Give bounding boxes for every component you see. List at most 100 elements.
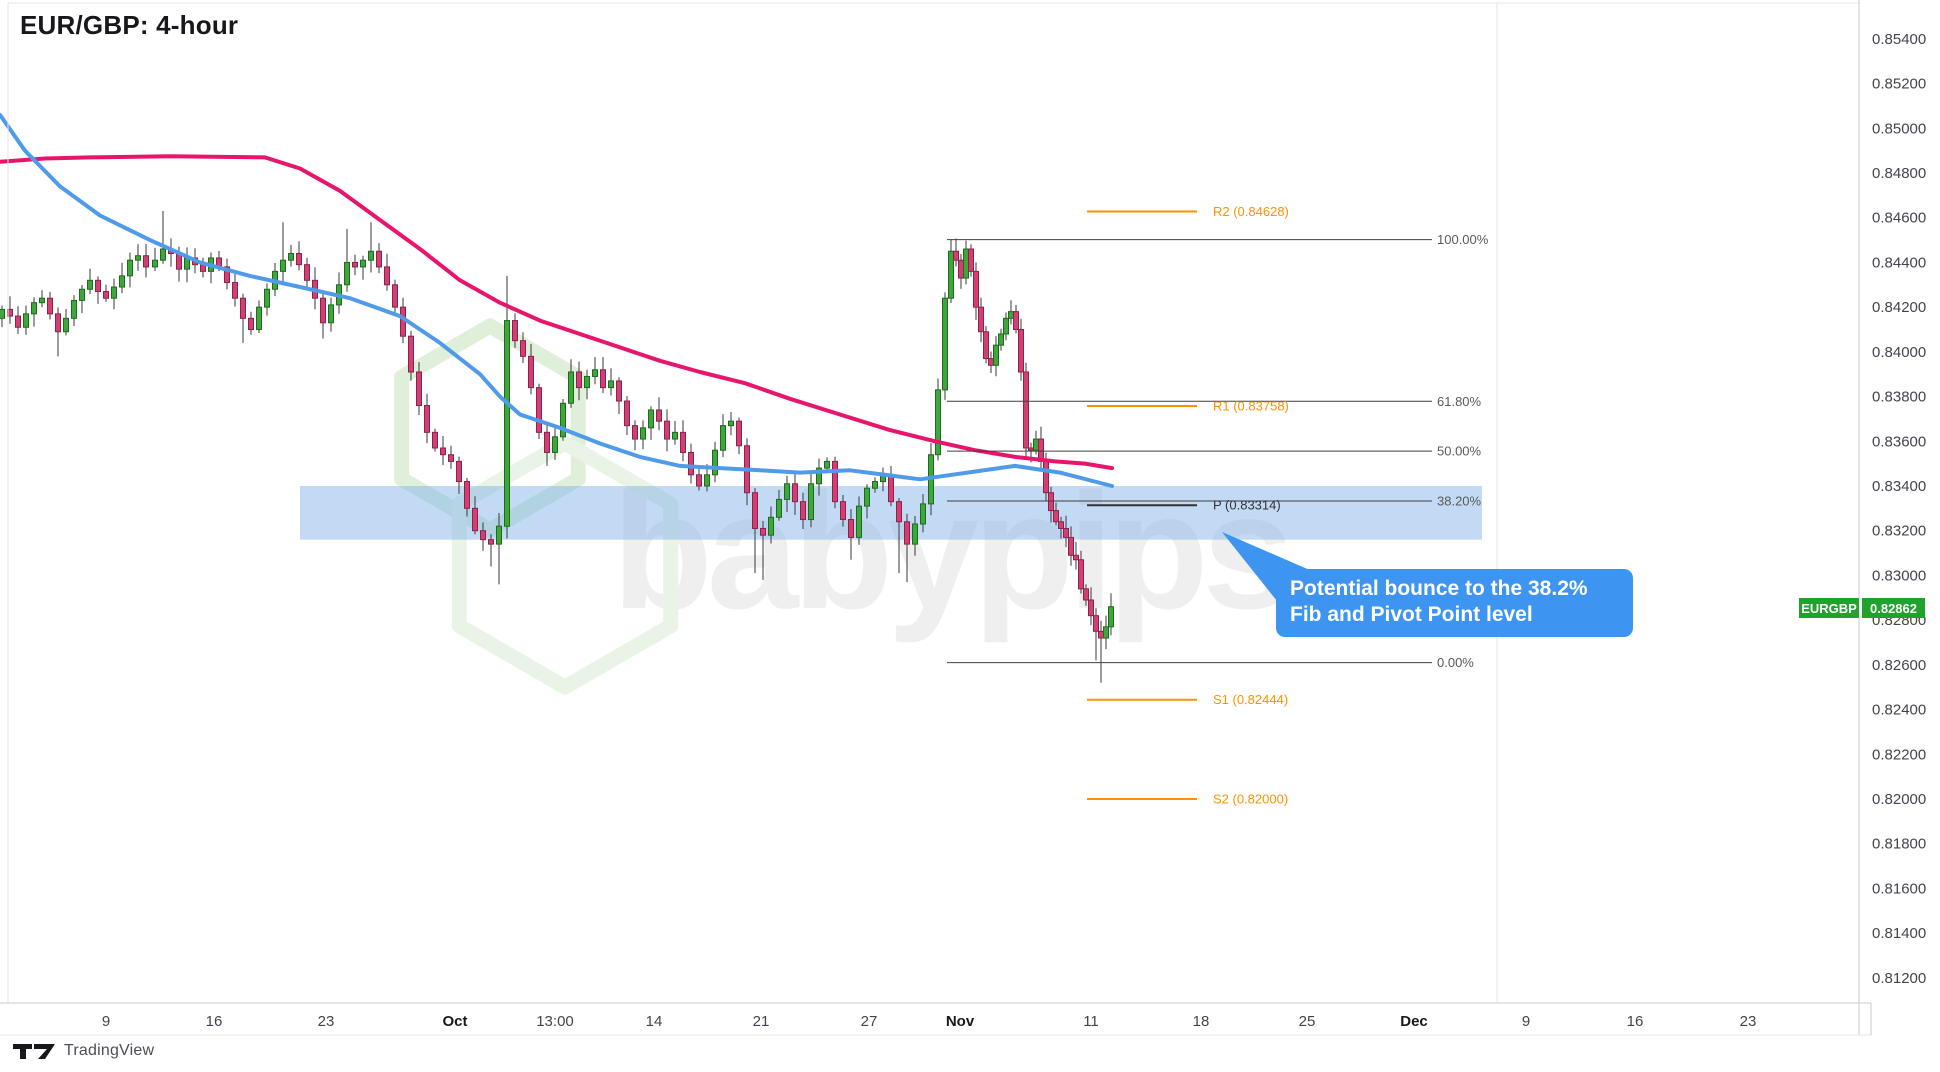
candle-body-down <box>953 250 959 261</box>
price-axis-label: 0.82000 <box>1872 791 1926 808</box>
pivot-label-s1: S1 (0.82444) <box>1213 692 1288 707</box>
candle-body-down <box>736 420 742 447</box>
candle-body-up <box>864 487 870 507</box>
candle-body-up <box>824 460 830 469</box>
candle-body-up <box>912 523 918 545</box>
candle <box>680 420 686 462</box>
candle <box>152 247 158 272</box>
candle-body-up <box>640 427 646 440</box>
fib-label: 61.80% <box>1437 394 1482 409</box>
candle <box>39 290 45 308</box>
candle <box>352 254 358 276</box>
candle <box>248 311 254 335</box>
candle-body-down <box>384 266 390 286</box>
candle-body-down <box>95 279 101 292</box>
moving-averages <box>0 112 1114 488</box>
candle-body-up <box>344 261 350 286</box>
candle-body-down <box>1088 599 1094 617</box>
candle-body-down <box>1023 371 1029 449</box>
candle-body-up <box>31 302 37 315</box>
candle-body-up <box>704 474 710 487</box>
candle-body-up <box>39 297 45 304</box>
candle <box>1053 502 1059 526</box>
candle-body-down <box>988 358 994 366</box>
candle <box>608 368 614 396</box>
candle <box>856 496 862 545</box>
candle-body-up <box>496 525 502 545</box>
pivot-points[interactable]: R2 (0.84628) R1 (0.83758) P (0.83314) S1 (0… <box>1087 204 1289 807</box>
time-axis-label: 18 <box>1193 1013 1210 1030</box>
candle <box>87 268 93 295</box>
candle-body-up <box>768 516 774 536</box>
candle <box>560 398 566 441</box>
candle <box>111 278 117 310</box>
candle-body-up <box>720 425 726 451</box>
candle <box>1008 300 1014 325</box>
candle-body-up <box>1008 311 1014 319</box>
candle <box>920 494 926 533</box>
candle <box>988 351 994 373</box>
candle-body-up <box>368 250 374 261</box>
candle-body-up <box>856 505 862 538</box>
candle <box>792 473 798 515</box>
candle <box>512 313 518 348</box>
price-axis-label: 0.83600 <box>1872 433 1926 450</box>
candle-body-down <box>1058 521 1064 529</box>
time-axis[interactable]: 9 16 23 Oct 13:00 14 21 27 Nov 11 18 25 Dec 9 16 23 <box>0 1003 1871 1035</box>
candle-body-up <box>160 248 166 261</box>
candle-body-down <box>904 521 910 545</box>
candle-body-down <box>1078 559 1084 590</box>
candle <box>408 330 414 381</box>
candle-body-up <box>87 279 93 290</box>
candle-body-down <box>1013 311 1019 331</box>
price-axis-label: 0.83200 <box>1872 523 1926 540</box>
candle-body-down <box>978 306 984 333</box>
candle <box>896 498 902 574</box>
candle-body-up <box>948 250 954 299</box>
candle-body-up <box>608 380 614 389</box>
fib-retracement[interactable]: 100.00% 61.80% 50.00% 38.20% 0.00% <box>947 232 1489 670</box>
candle-body-up <box>288 252 294 261</box>
candle-body-down <box>352 261 358 268</box>
candle-body-down <box>520 340 526 357</box>
price-axis-label: 0.81600 <box>1872 880 1926 897</box>
price-axis[interactable]: 0.85400 0.85200 0.85000 0.84800 0.84600 0.844… <box>1859 0 1940 1035</box>
candle-body-down <box>576 371 582 389</box>
time-axis-label: 23 <box>318 1013 335 1030</box>
candle-body-up <box>942 297 948 391</box>
candle <box>376 243 382 274</box>
candle <box>824 457 830 472</box>
candle <box>1048 486 1054 523</box>
candle <box>392 279 398 317</box>
price-axis-label: 0.85400 <box>1872 31 1926 48</box>
candle-body-down <box>55 313 61 333</box>
candle <box>640 420 646 450</box>
candle-body-down <box>792 483 798 503</box>
candle <box>624 396 630 435</box>
candle <box>800 492 806 529</box>
candle <box>552 427 558 460</box>
candle <box>664 409 670 452</box>
candle <box>576 361 582 401</box>
candle <box>79 285 85 314</box>
candle <box>672 420 678 445</box>
ma-slow-pink <box>0 154 1114 471</box>
candle <box>953 238 959 267</box>
candle-body-down <box>536 387 542 433</box>
candle-body-up <box>184 257 190 270</box>
candle <box>948 239 954 304</box>
candle-body-up <box>993 344 999 366</box>
fib-label: 0.00% <box>1437 655 1474 670</box>
candle <box>904 513 910 583</box>
candle <box>632 420 638 451</box>
candle-body-up <box>935 389 941 456</box>
candle <box>1073 541 1079 570</box>
candle <box>416 362 422 415</box>
tradingview-logo-text: TradingView <box>64 1042 155 1059</box>
candle-body-up <box>648 409 654 429</box>
candle <box>1068 526 1074 566</box>
callout-bubble[interactable]: Potential bounce to the 38.2% Fib and Pi… <box>1276 569 1633 637</box>
candle-body-up <box>360 259 366 268</box>
tradingview-logo[interactable]: TradingView <box>12 1042 154 1060</box>
